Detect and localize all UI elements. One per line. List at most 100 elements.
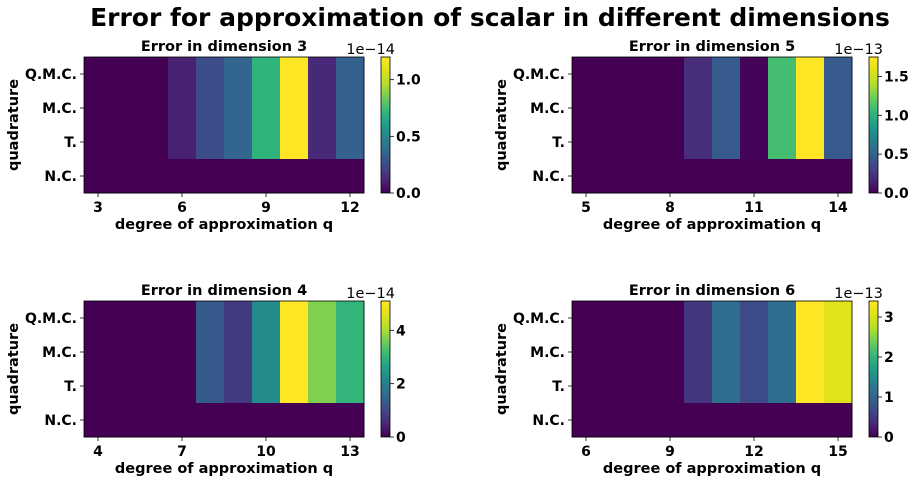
x-axis-label: degree of approximation q xyxy=(603,461,821,477)
heatmap-cell xyxy=(684,301,713,336)
x-tick-label: 7 xyxy=(177,444,187,460)
heatmap-cell xyxy=(252,301,281,336)
heatmap-cell xyxy=(84,403,113,438)
x-tick-label: 6 xyxy=(177,200,187,216)
heatmap-cell xyxy=(196,301,225,336)
heatmap-cell xyxy=(796,335,825,370)
heatmap-cell xyxy=(224,57,253,92)
heatmap-cell xyxy=(168,125,197,160)
heatmap-cell xyxy=(280,335,309,370)
heatmap-cell xyxy=(656,369,685,404)
colorbar xyxy=(380,300,391,438)
heatmap-cell xyxy=(308,57,337,92)
heatmap-cell xyxy=(252,403,281,438)
heatmap-cell xyxy=(308,369,337,404)
heatmap-cell xyxy=(768,91,797,126)
heatmap-cell xyxy=(768,335,797,370)
heatmap-cell xyxy=(140,335,169,370)
heatmap-cell xyxy=(224,125,253,160)
x-tick-label: 9 xyxy=(261,200,271,216)
y-axis-label: quadrature xyxy=(494,323,510,415)
heatmap-cell xyxy=(824,159,853,194)
heatmap-cell xyxy=(84,335,113,370)
colorbar-tick-label: 3 xyxy=(884,310,894,326)
heatmap-cell xyxy=(684,57,713,92)
heatmap-cell xyxy=(224,91,253,126)
colorbar-tick-label: 0.5 xyxy=(396,129,421,145)
y-tick-label: T. xyxy=(552,135,565,151)
heatmap-cell xyxy=(796,125,825,160)
heatmap-cell xyxy=(740,159,769,194)
heatmap-cell xyxy=(252,335,281,370)
x-tick-label: 14 xyxy=(828,200,848,216)
y-tick-label: N.C. xyxy=(532,169,565,185)
heatmap-cell xyxy=(280,91,309,126)
heatmap-cell xyxy=(572,91,601,126)
colorbar xyxy=(380,56,391,194)
heatmap-cell xyxy=(252,57,281,92)
plot-frame xyxy=(571,56,853,194)
heatmap-cell xyxy=(112,335,141,370)
heatmap-cell xyxy=(252,91,281,126)
heatmap-cell xyxy=(684,91,713,126)
heatmap-cell xyxy=(308,91,337,126)
heatmap-cell xyxy=(168,335,197,370)
heatmap-cell xyxy=(740,91,769,126)
heatmap-cell xyxy=(572,159,601,194)
heatmap-cell xyxy=(280,369,309,404)
heatmap-cell xyxy=(740,335,769,370)
heatmap-cell xyxy=(600,159,629,194)
colorbar-offset-label: 1e−14 xyxy=(346,42,395,58)
heatmap-cell xyxy=(628,369,657,404)
heatmap-cell xyxy=(684,125,713,160)
plot-frame xyxy=(83,300,365,438)
colorbar xyxy=(868,56,879,194)
heatmap-cell xyxy=(168,301,197,336)
heatmap-cell xyxy=(768,301,797,336)
x-tick-label: 12 xyxy=(744,444,763,460)
heatmap-cell xyxy=(336,125,365,160)
heatmap-cell xyxy=(140,403,169,438)
heatmap-cell xyxy=(196,335,225,370)
x-tick-label: 3 xyxy=(93,200,103,216)
heatmap-cell xyxy=(656,57,685,92)
heatmap-cell xyxy=(280,403,309,438)
heatmap-cell xyxy=(796,403,825,438)
heatmap-cell xyxy=(336,301,365,336)
x-tick-label: 8 xyxy=(665,200,675,216)
heatmap-cell xyxy=(600,91,629,126)
colorbar-tick-label: 2 xyxy=(884,350,894,366)
x-tick-label: 5 xyxy=(581,200,591,216)
heatmap-panel-4: Error in dimension 6Q.M.C.M.C.T.N.C.6 9 12… xyxy=(494,283,894,477)
heatmap-cell xyxy=(84,159,113,194)
y-tick-label: M.C. xyxy=(530,101,565,117)
colorbar-tick-label: 1.5 xyxy=(884,69,909,85)
heatmap-cell xyxy=(740,301,769,336)
colorbar-tick-label: 1 xyxy=(884,390,894,406)
heatmap-cell xyxy=(84,369,113,404)
heatmap-cell xyxy=(168,369,197,404)
heatmap-cell xyxy=(336,369,365,404)
heatmap-cell xyxy=(628,301,657,336)
heatmap-cell xyxy=(224,403,253,438)
heatmap-cell xyxy=(168,159,197,194)
heatmap-cell xyxy=(684,369,713,404)
heatmap-cell xyxy=(224,369,253,404)
x-tick-label: 4 xyxy=(93,444,103,460)
heatmap-cell xyxy=(824,125,853,160)
heatmap-cell xyxy=(336,91,365,126)
heatmap-cell xyxy=(796,91,825,126)
heatmap-cell xyxy=(824,369,853,404)
heatmap-cell xyxy=(336,403,365,438)
heatmap-cell xyxy=(824,403,853,438)
heatmap-cell xyxy=(768,125,797,160)
colorbar xyxy=(868,300,879,438)
heatmap-cell xyxy=(600,369,629,404)
heatmap-cell xyxy=(84,301,113,336)
heatmap-cell xyxy=(712,159,741,194)
heatmap-cell xyxy=(308,403,337,438)
heatmap-cell xyxy=(712,125,741,160)
heatmap-cell xyxy=(336,57,365,92)
heatmap-cell xyxy=(280,57,309,92)
y-tick-label: Q.M.C. xyxy=(25,67,77,83)
